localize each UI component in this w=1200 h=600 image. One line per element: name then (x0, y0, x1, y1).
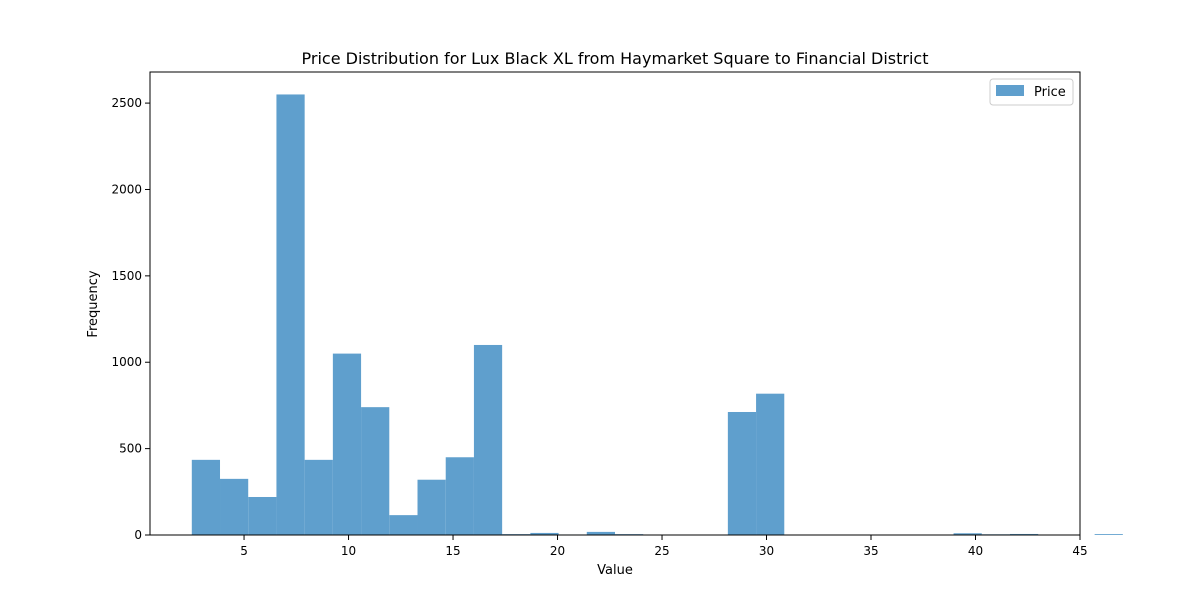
histogram-bar (445, 457, 474, 535)
histogram-bar (389, 515, 418, 535)
x-tick-label: 15 (445, 544, 460, 558)
x-tick-label: 45 (1072, 544, 1087, 558)
histogram-bar (220, 478, 249, 535)
histogram-bar (473, 344, 503, 535)
legend-swatch (996, 85, 1024, 96)
histogram-bar (953, 533, 982, 535)
x-tick-label: 30 (759, 544, 774, 558)
y-tick-label: 2000 (111, 182, 142, 196)
y-axis-label: Frequency (86, 270, 101, 337)
legend-label-price: Price (1034, 85, 1066, 100)
y-tick-label: 1000 (111, 355, 142, 369)
x-tick-label: 20 (550, 544, 565, 558)
histogram-bar (361, 407, 390, 535)
histogram-bar (191, 459, 221, 535)
histogram-bar (727, 411, 757, 535)
histogram-bar (530, 532, 559, 535)
y-tick-label: 0 (134, 528, 142, 542)
x-tick-label: 40 (968, 544, 983, 558)
y-tick-label: 1500 (111, 269, 142, 283)
legend: Price (989, 78, 1074, 106)
bars-group (191, 94, 1123, 535)
x-tick-label: 35 (863, 544, 878, 558)
histogram-bar (248, 496, 277, 535)
x-tick-label: 10 (341, 544, 356, 558)
histogram-bar (756, 393, 785, 535)
histogram-bar (304, 459, 333, 535)
x-tick-label: 25 (654, 544, 669, 558)
histogram-bar (1009, 533, 1039, 535)
x-axis-label: Value (597, 563, 633, 578)
chart-title: Price Distribution for Lux Black XL from… (302, 49, 929, 68)
histogram-bar (417, 479, 446, 535)
y-tick-label: 500 (119, 442, 142, 456)
x-tick-label: 5 (240, 544, 248, 558)
histogram-bar (332, 353, 362, 535)
y-axis: 0 500 1000 1500 2000 2500 (111, 96, 150, 542)
histogram-bar (586, 531, 615, 535)
x-axis: 5 10 15 20 25 30 35 40 45 (240, 535, 1088, 558)
plot-frame (149, 71, 1081, 536)
histogram-bar (1094, 534, 1123, 535)
histogram-bar (276, 94, 305, 535)
y-tick-label: 2500 (111, 96, 142, 110)
